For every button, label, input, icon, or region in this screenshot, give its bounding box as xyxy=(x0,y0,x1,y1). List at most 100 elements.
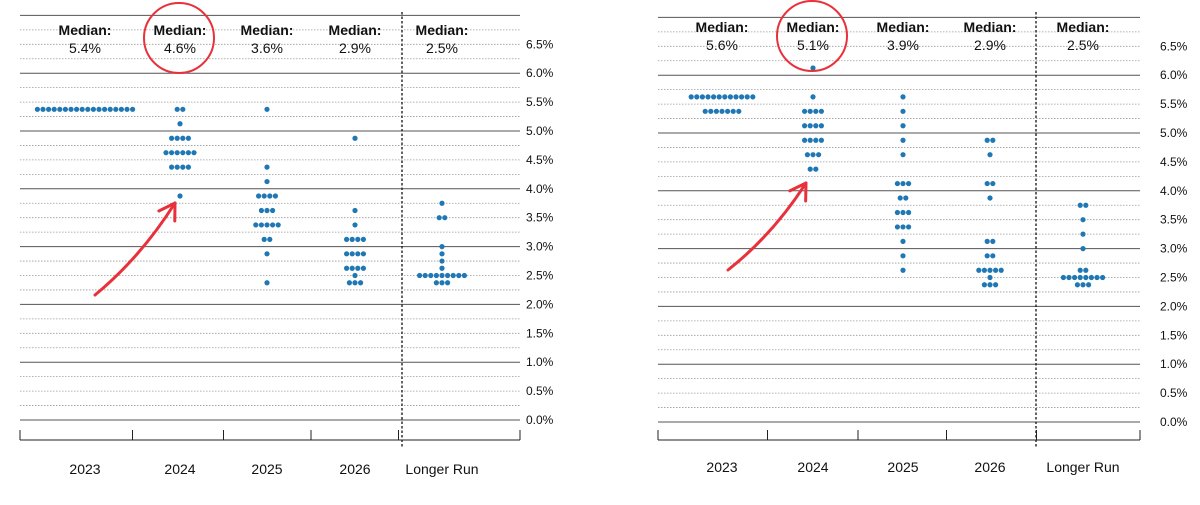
data-point xyxy=(998,267,1004,273)
data-point xyxy=(903,195,909,201)
data-point xyxy=(984,137,990,143)
data-point xyxy=(900,108,906,114)
data-point xyxy=(981,282,988,288)
data-point xyxy=(807,166,813,172)
data-point xyxy=(990,253,996,259)
data-point xyxy=(722,94,728,100)
median-value: 5.4% xyxy=(69,40,101,56)
data-point xyxy=(1100,274,1106,281)
data-point xyxy=(807,108,813,114)
data-point xyxy=(180,164,186,170)
data-point xyxy=(705,94,711,100)
y-tick-label: 0.0% xyxy=(526,413,554,427)
data-point xyxy=(804,152,811,158)
data-point xyxy=(708,108,714,114)
data-point xyxy=(96,106,102,112)
data-point xyxy=(976,267,982,273)
data-point xyxy=(897,195,903,201)
data-point xyxy=(900,253,906,259)
data-point xyxy=(355,265,361,271)
data-point xyxy=(180,106,186,112)
y-tick-label: 0.5% xyxy=(526,384,554,398)
data-point xyxy=(264,222,270,228)
y-tick-label: 1.0% xyxy=(1160,357,1188,371)
data-point xyxy=(810,152,816,158)
data-point xyxy=(174,164,180,170)
median-value: 2.5% xyxy=(1067,37,1099,53)
highlight-circle xyxy=(143,2,215,74)
data-point xyxy=(716,94,722,100)
y-axis-labels: 0.0% 0.5% 1.0% 1.5% 2.0% 2.5% 3.0% 3.5% 4.0% 4.5%… xyxy=(526,37,554,427)
data-point xyxy=(900,152,906,158)
dot-plot-panel-2: 2023 2024 2025 2026 Longer Run 0.0% 0.5% 1.0% 1.… xyxy=(657,0,1188,475)
data-point xyxy=(802,123,808,129)
data-point xyxy=(258,207,264,214)
median-value: 2.9% xyxy=(339,40,371,56)
data-point xyxy=(185,135,191,141)
data-point xyxy=(900,209,906,216)
data-point xyxy=(275,222,281,228)
data-point xyxy=(900,267,906,273)
y-tick-label: 6.5% xyxy=(1160,39,1188,53)
data-point xyxy=(253,222,259,228)
data-point xyxy=(256,193,262,199)
category-label: 2024 xyxy=(164,461,195,477)
data-point xyxy=(750,94,756,100)
data-point xyxy=(355,236,361,242)
y-tick-label: 1.0% xyxy=(526,355,554,369)
y-axis-labels: 0.0% 0.5% 1.0% 1.5% 2.0% 2.5% 3.0% 3.5% 4.0% 4.5%… xyxy=(1160,39,1188,429)
y-tick-label: 5.5% xyxy=(526,95,554,109)
data-point xyxy=(272,193,278,199)
data-point xyxy=(1074,282,1080,288)
median-value: 2.5% xyxy=(426,40,458,56)
data-point xyxy=(816,152,822,158)
data-point xyxy=(34,106,41,112)
y-tick-label: 5.5% xyxy=(1160,97,1188,111)
category-label: 2025 xyxy=(887,459,918,475)
data-point xyxy=(439,272,445,279)
data-point xyxy=(702,108,708,114)
y-tick-label: 5.0% xyxy=(526,124,554,138)
category-label: 2023 xyxy=(69,461,100,477)
data-point xyxy=(990,180,996,187)
y-tick-label: 6.5% xyxy=(526,37,554,51)
data-point xyxy=(264,164,270,170)
data-point xyxy=(349,251,355,257)
data-point xyxy=(1066,274,1072,281)
data-point xyxy=(352,135,358,141)
y-tick-label: 4.0% xyxy=(1160,184,1188,198)
data-point xyxy=(900,137,906,143)
data-point xyxy=(1080,231,1086,237)
y-tick-label: 1.5% xyxy=(526,326,554,340)
data-points xyxy=(34,106,467,286)
data-point xyxy=(85,106,91,112)
category-label: 2025 xyxy=(251,461,282,477)
data-point xyxy=(261,193,267,199)
data-point xyxy=(810,65,816,71)
annotation-arrow xyxy=(93,201,177,297)
data-point xyxy=(264,178,270,185)
data-point xyxy=(264,280,270,286)
data-point xyxy=(906,180,912,187)
data-point xyxy=(439,244,445,250)
data-point xyxy=(713,108,720,114)
data-point xyxy=(433,280,439,286)
data-point xyxy=(1083,202,1089,208)
data-point xyxy=(1094,274,1100,281)
data-point xyxy=(68,106,74,112)
data-point xyxy=(993,282,999,288)
data-point xyxy=(439,258,445,264)
data-point xyxy=(984,180,990,187)
category-label: Longer Run xyxy=(405,461,478,477)
data-point xyxy=(818,123,825,129)
data-point xyxy=(1080,246,1086,252)
data-point xyxy=(442,215,448,221)
median-value: 5.6% xyxy=(706,37,738,53)
median-value: 3.9% xyxy=(887,37,919,53)
data-point xyxy=(990,137,996,143)
data-point xyxy=(433,272,439,279)
data-point xyxy=(124,106,130,112)
x-axis xyxy=(657,430,1141,441)
data-point xyxy=(191,150,197,156)
